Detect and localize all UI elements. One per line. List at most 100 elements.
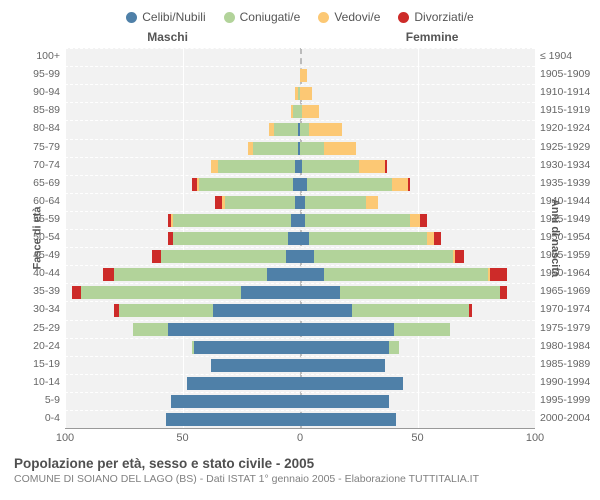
bar-segment	[305, 214, 411, 227]
bar-segment	[340, 286, 500, 299]
legend: Celibi/NubiliConiugati/eVedovi/eDivorzia…	[0, 0, 600, 30]
age-label: 80-84	[20, 122, 60, 134]
bar-segment	[267, 268, 300, 281]
male-bar	[171, 395, 300, 408]
header-male: Maschi	[147, 30, 188, 44]
bar-segment	[300, 377, 403, 390]
x-tick-label: 50	[176, 432, 188, 444]
male-bar	[168, 214, 300, 227]
male-bar	[114, 304, 300, 317]
bar-segment	[152, 250, 161, 263]
female-bar	[300, 142, 356, 155]
bar-segment	[324, 268, 489, 281]
bar-segment	[307, 178, 392, 191]
birth-year-label: 1955-1959	[540, 249, 590, 261]
legend-swatch	[398, 12, 409, 23]
bar-segment	[253, 142, 298, 155]
pyramid-row	[65, 356, 535, 374]
age-label: 90-94	[20, 86, 60, 98]
birth-year-label: 1935-1939	[540, 177, 590, 189]
age-label: 5-9	[20, 394, 60, 406]
female-bar	[300, 214, 427, 227]
age-label: 60-64	[20, 195, 60, 207]
legend-item: Coniugati/e	[224, 10, 301, 24]
bar-segment	[274, 123, 298, 136]
birth-year-label: 1975-1979	[540, 322, 590, 334]
legend-label: Coniugati/e	[240, 10, 301, 24]
female-bar	[300, 105, 319, 118]
plot-area: Fasce di età Anni di nascita 100+≤ 19049…	[0, 48, 600, 428]
chart-title: Popolazione per età, sesso e stato civil…	[14, 456, 586, 471]
bar-segment	[225, 196, 296, 209]
bar-segment	[324, 142, 357, 155]
female-bar	[300, 250, 464, 263]
pyramid-row	[65, 374, 535, 392]
bar-segment	[366, 196, 378, 209]
age-label: 65-69	[20, 177, 60, 189]
birth-year-label: ≤ 1904	[540, 50, 572, 62]
bar-segment	[187, 377, 300, 390]
bar-segment	[241, 286, 300, 299]
male-bar	[192, 341, 300, 354]
pyramid-row	[65, 338, 535, 356]
bar-segment	[211, 160, 218, 173]
male-bar	[192, 178, 300, 191]
bar-segment	[211, 359, 300, 372]
birth-year-label: 1990-1994	[540, 376, 590, 388]
birth-year-label: 1980-1984	[540, 340, 590, 352]
age-label: 45-49	[20, 249, 60, 261]
x-tick-label: 0	[297, 432, 303, 444]
bar-segment	[300, 123, 309, 136]
age-label: 10-14	[20, 376, 60, 388]
bar-segment	[434, 232, 441, 245]
pyramid-row	[65, 229, 535, 247]
female-bar	[300, 123, 342, 136]
bar-segment	[359, 160, 385, 173]
bar-segment	[408, 178, 410, 191]
bar-segment	[119, 304, 213, 317]
bar-segment	[173, 214, 291, 227]
bar-segment	[420, 214, 427, 227]
bar-segment	[300, 142, 324, 155]
chart-footer: Popolazione per età, sesso e stato civil…	[0, 448, 600, 485]
bar-segment	[352, 304, 470, 317]
bar-segment	[309, 123, 342, 136]
pyramid-row	[65, 283, 535, 301]
female-bar	[300, 304, 472, 317]
bar-segment	[300, 323, 394, 336]
age-label: 30-34	[20, 303, 60, 315]
female-bar	[300, 69, 307, 82]
bar-segment	[300, 69, 307, 82]
x-axis: 10050050100	[0, 428, 600, 448]
bar-segment	[300, 87, 312, 100]
female-bar	[300, 395, 389, 408]
male-bar	[269, 123, 300, 136]
male-bar	[133, 323, 300, 336]
birth-year-label: 1960-1964	[540, 267, 590, 279]
pyramid-row	[65, 211, 535, 229]
birth-year-label: 1925-1929	[540, 141, 590, 153]
male-bar	[72, 286, 300, 299]
bar-segment	[305, 196, 366, 209]
bar-segment	[469, 304, 471, 317]
legend-label: Vedovi/e	[334, 10, 380, 24]
bar-segment	[213, 304, 300, 317]
birth-year-label: 1965-1969	[540, 285, 590, 297]
birth-year-label: 1940-1944	[540, 195, 590, 207]
bar-segment	[81, 286, 241, 299]
pyramid-row	[65, 247, 535, 265]
bar-segment	[300, 413, 396, 426]
pyramid-row	[65, 410, 535, 428]
birth-year-label: 1995-1999	[540, 394, 590, 406]
legend-swatch	[318, 12, 329, 23]
pyramid-row	[65, 102, 535, 120]
bar-segment	[490, 268, 506, 281]
pyramid-row	[65, 193, 535, 211]
pyramid-row	[65, 392, 535, 410]
male-bar	[187, 377, 300, 390]
birth-year-label: 1915-1919	[540, 104, 590, 116]
pyramid-row	[65, 139, 535, 157]
age-label: 35-39	[20, 285, 60, 297]
bar-segment	[166, 413, 300, 426]
age-label: 85-89	[20, 104, 60, 116]
